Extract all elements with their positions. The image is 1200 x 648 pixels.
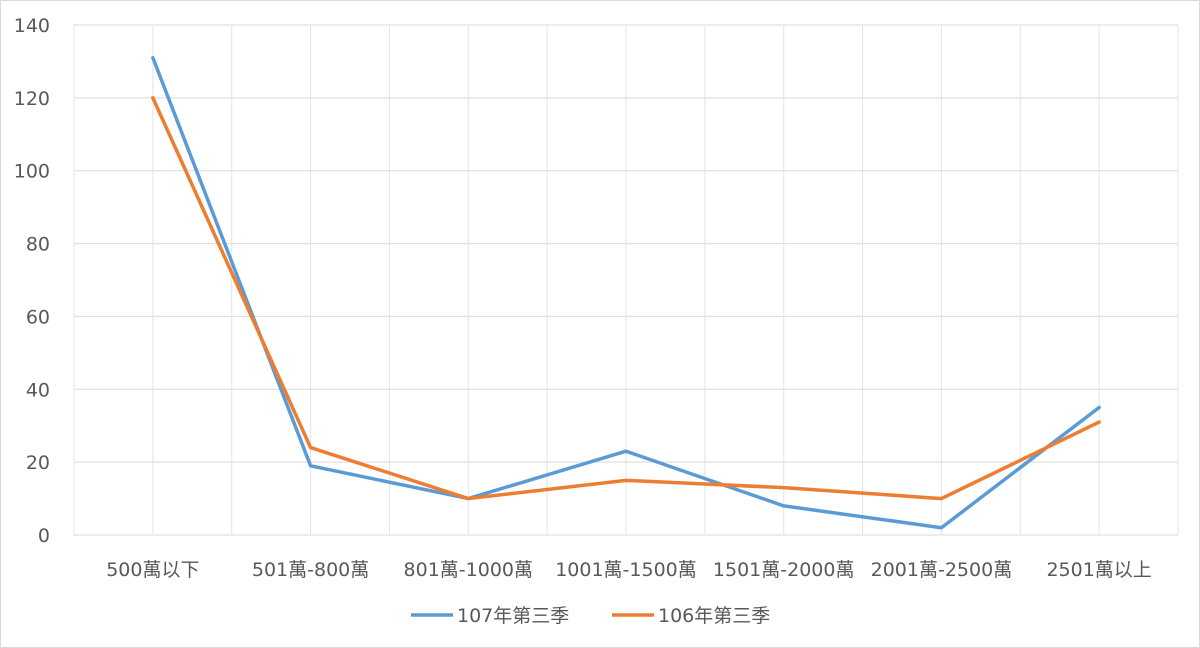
legend-label-2: 106年第三季 <box>658 605 770 627</box>
y-tick-label: 140 <box>14 15 50 37</box>
x-tick-label: 1501萬-2000萬 <box>713 559 855 581</box>
y-tick-label: 40 <box>26 379 50 401</box>
legend: 107年第三季 106年第三季 <box>411 605 770 627</box>
y-axis-ticks: 0 20 40 60 80 100 120 140 <box>14 15 50 547</box>
y-tick-label: 60 <box>26 306 50 328</box>
gridlines <box>73 24 1179 536</box>
x-tick-label: 2501萬以上 <box>1046 559 1151 581</box>
x-tick-label: 2001萬-2500萬 <box>871 559 1013 581</box>
y-tick-label: 80 <box>26 234 50 256</box>
legend-label-1: 107年第三季 <box>457 605 569 627</box>
x-tick-label: 500萬以下 <box>106 559 199 581</box>
y-tick-label: 120 <box>14 88 50 110</box>
x-axis-ticks: 500萬以下 501萬-800萬 801萬-1000萬 1001萬-1500萬 1501… <box>106 559 1152 581</box>
y-tick-label: 0 <box>38 525 50 547</box>
x-tick-label: 501萬-800萬 <box>252 559 369 581</box>
x-tick-label: 801萬-1000萬 <box>404 559 533 581</box>
x-tick-label: 1001萬-1500萬 <box>555 559 697 581</box>
y-tick-label: 20 <box>26 452 50 474</box>
y-tick-label: 100 <box>14 161 50 183</box>
series-lines <box>151 56 1101 530</box>
